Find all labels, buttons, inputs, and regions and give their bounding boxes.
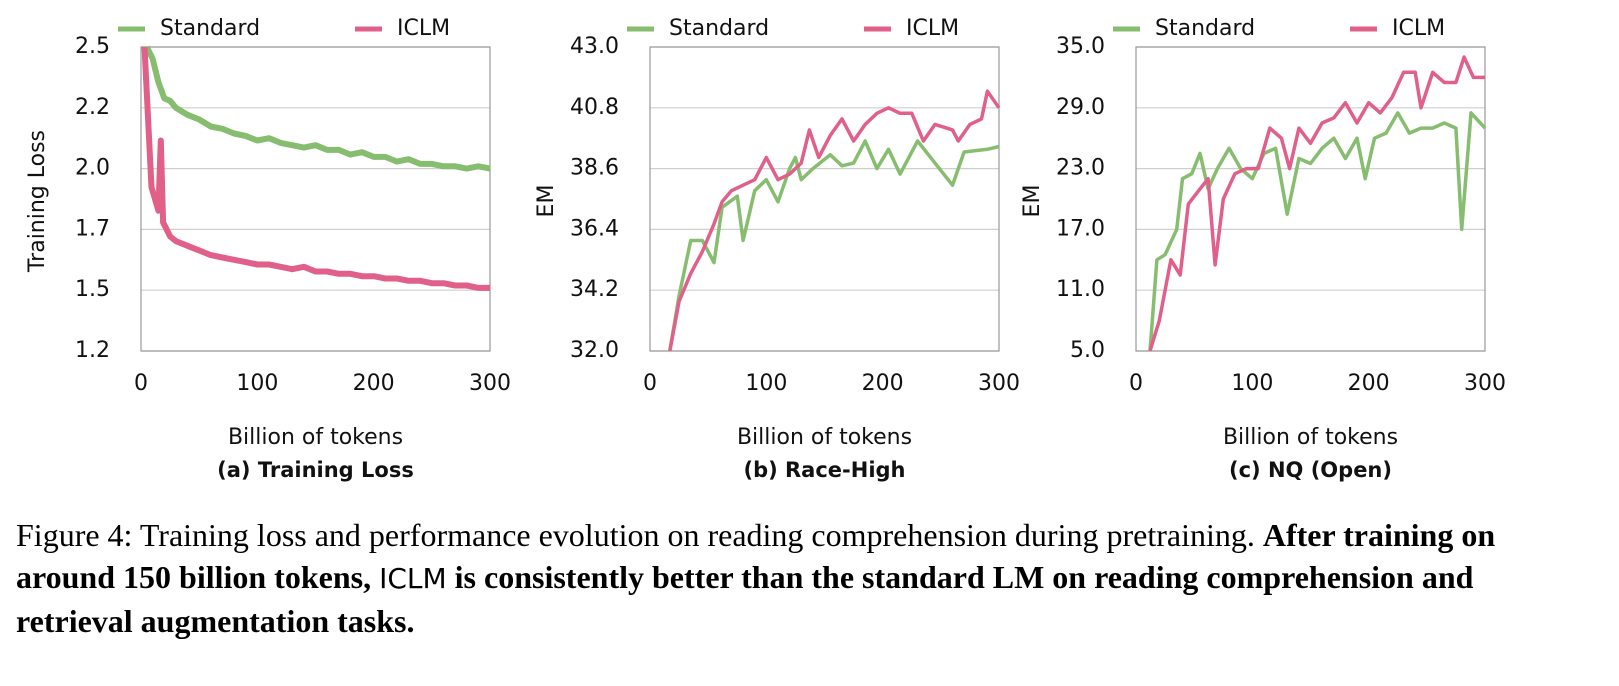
data-line bbox=[141, 46, 490, 291]
y-tick-label: 5.0 bbox=[1070, 338, 1105, 363]
x-tick-label: 300 bbox=[978, 371, 1020, 396]
data-line bbox=[1148, 111, 1487, 352]
data-line bbox=[1148, 55, 1485, 352]
x-tick-label: 200 bbox=[353, 371, 395, 396]
y-tick-label: 17.0 bbox=[1056, 216, 1105, 241]
x-tick-label: 200 bbox=[1348, 371, 1390, 396]
plot-frame bbox=[649, 46, 1000, 352]
caption-lead: Figure 4: Training loss and performance … bbox=[16, 517, 1255, 553]
plot-frame bbox=[1135, 46, 1486, 352]
y-tick-label: 1.7 bbox=[75, 216, 110, 241]
x-tick-label: 100 bbox=[236, 371, 278, 396]
y-tick-label: 23.0 bbox=[1056, 156, 1105, 181]
legend-label: Standard bbox=[160, 16, 260, 41]
chart-title: (c) NQ (Open) bbox=[1229, 458, 1392, 482]
y-tick-label: 35.0 bbox=[1056, 34, 1105, 59]
y-tick-label: 2.0 bbox=[75, 156, 110, 181]
legend-label: Standard bbox=[669, 16, 769, 41]
data-line bbox=[668, 139, 1000, 352]
x-axis-label: Billion of tokens bbox=[1223, 425, 1398, 450]
x-tick-label: 300 bbox=[1464, 371, 1506, 396]
data-line bbox=[668, 89, 1001, 352]
x-tick-label: 100 bbox=[745, 371, 787, 396]
y-tick-label: 2.5 bbox=[75, 34, 110, 59]
legend-label: ICLM bbox=[1392, 16, 1445, 41]
legend-label: ICLM bbox=[397, 16, 450, 41]
data-line bbox=[144, 45, 491, 172]
y-axis-label: EM bbox=[1020, 185, 1045, 218]
chart-title: (a) Training Loss bbox=[217, 458, 414, 482]
x-tick-label: 200 bbox=[862, 371, 904, 396]
x-tick-label: 0 bbox=[643, 371, 657, 396]
caption: Figure 4: Training loss and performance … bbox=[16, 514, 1586, 642]
y-tick-label: 43.0 bbox=[570, 34, 619, 59]
charts: 1.2 1.5 1.7 2.0 2.2 2.5 0 100 200 300 Billion of t… bbox=[25, 16, 1506, 482]
y-tick-label: 32.0 bbox=[570, 338, 619, 363]
x-axis-label: Billion of tokens bbox=[228, 425, 403, 450]
x-axis-label: Billion of tokens bbox=[737, 425, 912, 450]
y-axis-label: EM bbox=[534, 185, 559, 218]
legend-label: ICLM bbox=[906, 16, 959, 41]
x-tick-label: 0 bbox=[1129, 371, 1143, 396]
y-tick-label: 34.2 bbox=[570, 277, 619, 302]
caption-bold: After training on around 150 billion tok… bbox=[16, 517, 1496, 595]
x-tick-label: 0 bbox=[134, 371, 148, 396]
y-tick-label: 29.0 bbox=[1056, 95, 1105, 120]
y-tick-label: 1.5 bbox=[75, 277, 110, 302]
x-tick-label: 300 bbox=[469, 371, 511, 396]
y-tick-label: 36.4 bbox=[570, 216, 619, 241]
caption-method: ICLM bbox=[379, 562, 447, 595]
y-axis-label: Training Loss bbox=[25, 130, 50, 273]
plot-frame bbox=[140, 46, 491, 352]
y-tick-label: 40.8 bbox=[570, 95, 619, 120]
x-tick-label: 100 bbox=[1231, 371, 1273, 396]
legend-label: Standard bbox=[1155, 16, 1255, 41]
chart-title: (b) Race-High bbox=[743, 458, 905, 482]
y-tick-label: 11.0 bbox=[1056, 277, 1105, 302]
caption-bold: is consistently better than the standard… bbox=[16, 559, 1474, 639]
y-tick-label: 1.2 bbox=[75, 338, 110, 363]
y-tick-label: 38.6 bbox=[570, 156, 619, 181]
y-tick-label: 2.2 bbox=[75, 95, 110, 120]
